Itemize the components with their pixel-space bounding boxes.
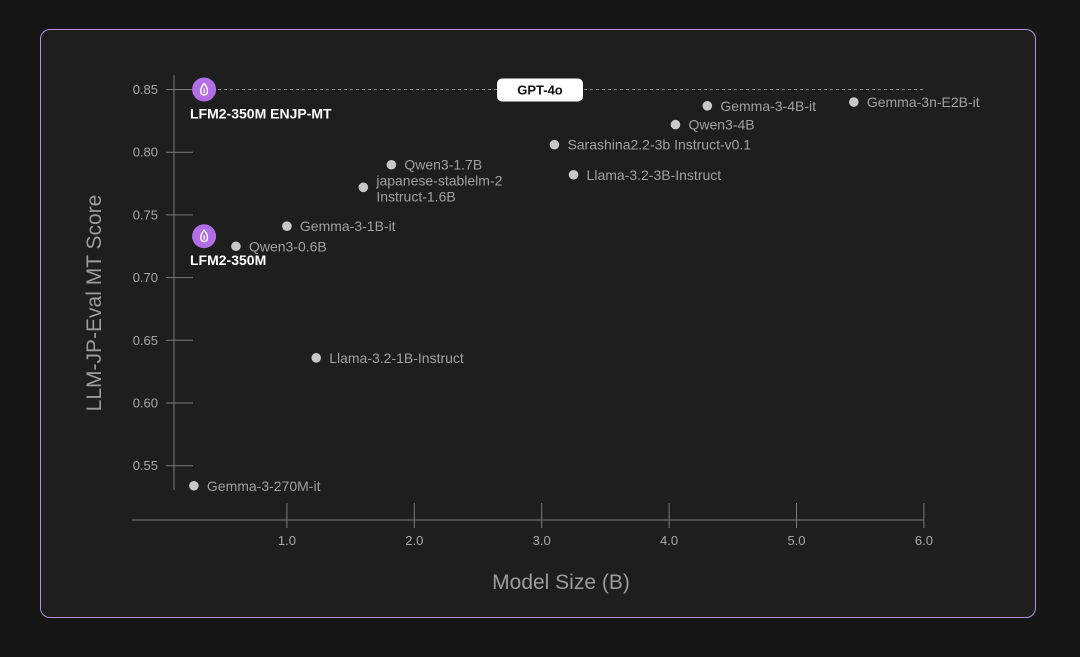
point-label: Llama-3.2-1B-Instruct [329, 350, 464, 366]
point-gemma-3-270m-it: Gemma-3-270M-it [189, 478, 321, 494]
point-qwen3-4b: Qwen3-4B [670, 117, 755, 133]
point-label: Qwen3-1.7B [404, 157, 482, 173]
point-sarashina2-2-3b-instruct-v0-1: Sarashina2.2-3b Instruct-v0.1 [549, 137, 751, 153]
point-marker [189, 480, 199, 491]
x-axis-title: Model Size (B) [492, 571, 630, 594]
point-label: Qwen3-4B [688, 117, 754, 133]
point-marker [282, 221, 292, 231]
point-lfm2-350m: LFM2-350M [190, 224, 266, 268]
point-marker [358, 182, 369, 193]
point-label: japanese-stablelm-2 [375, 172, 502, 188]
y-tick-label: 0.65 [133, 333, 158, 348]
drop-icon [200, 229, 209, 243]
data-points: LFM2-350M ENJP-MT LFM2-350M Gemma-3-270M-i… [189, 77, 980, 494]
point-label: Sarashina2.2-3b Instruct-v0.1 [567, 137, 751, 153]
y-tick-label: 0.85 [133, 82, 158, 97]
drop-icon [200, 82, 209, 96]
point-marker [549, 139, 560, 150]
reference-badge-label: GPT-4o [517, 83, 563, 98]
point-llama-3-2-1b-instruct: Llama-3.2-1B-Instruct [311, 350, 464, 366]
point-label: LFM2-350M ENJP-MT [190, 106, 332, 122]
point-gemma-3n-e2b-it: Gemma-3n-E2B-it [849, 94, 980, 110]
point-qwen3-0-6b: Qwen3-0.6B [231, 238, 327, 254]
x-tick-label: 4.0 [660, 533, 678, 548]
reference-line-group: GPT-4o [212, 78, 926, 102]
point-marker [311, 353, 322, 363]
point-gemma-3-4b-it: Gemma-3-4B-it [702, 98, 816, 114]
x-tick-label: 5.0 [787, 533, 805, 548]
point-label: Gemma-3-1B-it [300, 218, 396, 234]
point-label: Llama-3.2-3B-Instruct [587, 167, 722, 183]
point-marker [670, 119, 681, 130]
y-tick-label: 0.75 [133, 207, 158, 222]
point-llama-3-2-3b-instruct: Llama-3.2-3B-Instruct [568, 167, 722, 183]
point-label: Instruct-1.6B [376, 188, 455, 204]
reference-badge [497, 78, 583, 102]
point-label: Gemma-3-4B-it [720, 98, 816, 114]
x-tick-label: 6.0 [915, 533, 933, 548]
point-label: LFM2-350M [190, 252, 266, 268]
y-tick-label: 0.80 [133, 145, 158, 160]
point-lfm2-350m-enjp-mt: LFM2-350M ENJP-MT [190, 77, 332, 122]
y-tick-label: 0.70 [133, 270, 158, 285]
x-tick-label: 1.0 [278, 533, 296, 548]
point-label: Gemma-3n-E2B-it [867, 94, 980, 110]
point-marker [702, 101, 713, 111]
x-tick-label: 2.0 [405, 533, 423, 548]
axes: 0.55 0.60 0.65 0.70 0.75 0.80 0.85 1.0 2.0 3.0 4.0… [132, 75, 933, 548]
y-tick-label: 0.55 [133, 458, 158, 473]
point-marker [849, 97, 859, 107]
point-label: Gemma-3-270M-it [207, 478, 321, 494]
point-marker [568, 169, 579, 180]
x-tick-label: 3.0 [533, 533, 551, 548]
point-qwen3-1-7b: Qwen3-1.7B [386, 157, 482, 173]
point-label: Qwen3-0.6B [249, 238, 327, 254]
y-tick-label: 0.60 [133, 396, 158, 411]
point-gemma-3-1b-it: Gemma-3-1B-it [282, 218, 396, 234]
point-marker [386, 159, 397, 170]
y-axis-title: LLM-JP-Eval MT Score [83, 195, 106, 412]
point-marker [231, 241, 241, 252]
